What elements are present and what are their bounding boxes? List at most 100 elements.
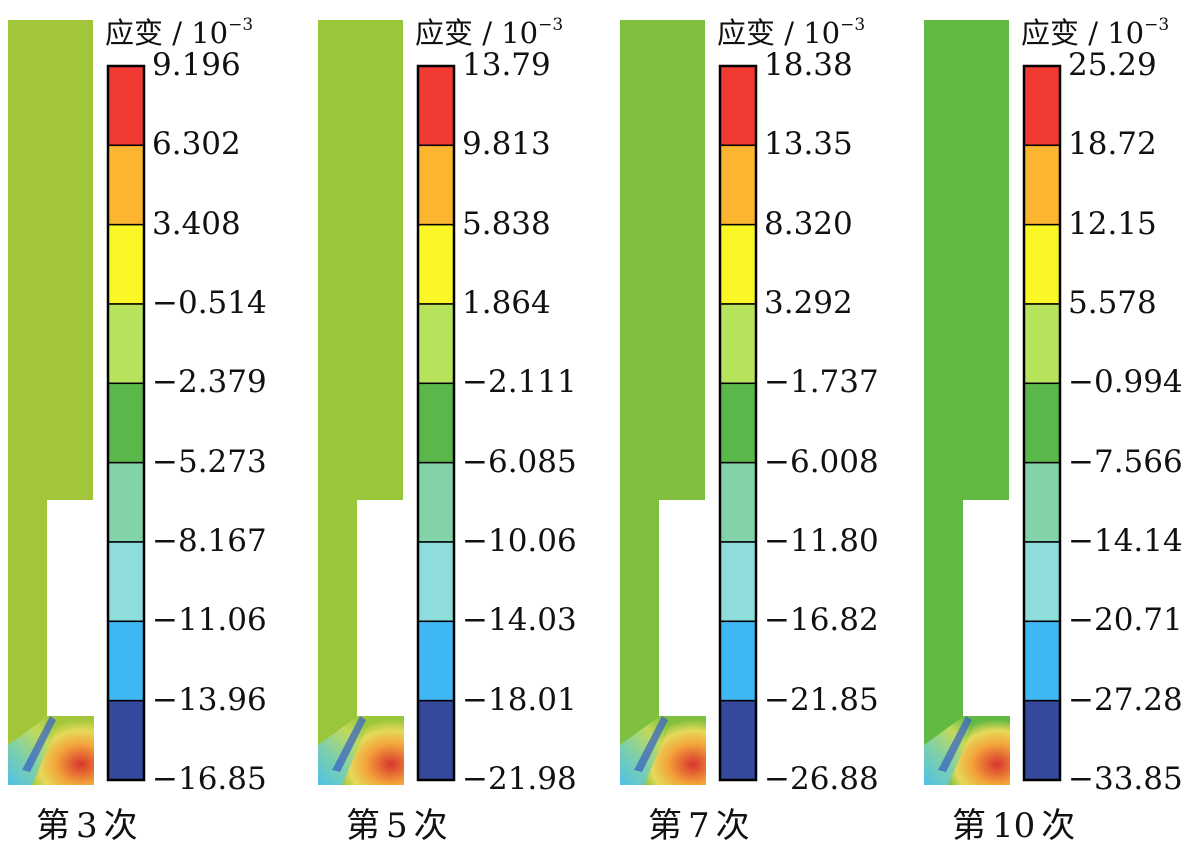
colorbar-tick-label: −33.85: [1068, 761, 1183, 797]
caption-pre: 第: [346, 806, 380, 846]
colorbar-tick-label: 6.302: [152, 126, 241, 163]
specimen-body: [8, 20, 94, 785]
colorbar-tick-label: 9.813: [462, 126, 551, 163]
unit-text: 应变 / 10: [415, 16, 539, 50]
caption-post: 次: [103, 806, 138, 846]
unit-text: 应变 / 10: [105, 16, 229, 50]
colorbar-band: [417, 303, 455, 385]
contour-plot: [318, 20, 456, 785]
colorbar-band: [107, 144, 145, 226]
colorbar-tick-label: −5.273: [152, 443, 267, 480]
colorbar-band: [1023, 541, 1061, 623]
unit-text: 应变 / 10: [1021, 16, 1145, 50]
colorbar-band: [107, 461, 145, 543]
colorbar-tick-label: −11.06: [152, 602, 267, 639]
colorbar-tick-label: 3.408: [152, 205, 241, 242]
contour-panel: 应变 / 10−3 18.38 13.35 8.320 3.292 −1.737 −6.00…: [612, 0, 912, 846]
contour-plot: [924, 20, 1062, 785]
colorbar-band: [1023, 461, 1061, 543]
colorbar-band: [417, 223, 455, 305]
colorbar-frame: [416, 64, 456, 782]
colorbar-band: [107, 620, 145, 702]
colorbar-band: [417, 461, 455, 543]
colorbar-band: [417, 620, 455, 702]
caption-pre: 第: [36, 806, 70, 846]
colorbar-band: [719, 382, 757, 464]
min-strain-streak: [634, 716, 668, 772]
contour-panel: 应变 / 10−3 13.79 9.813 5.838 1.864 −2.111 −6.08…: [310, 0, 610, 846]
colorbar-band: [1023, 144, 1061, 226]
colorbar-tick-label: −10.06: [462, 523, 577, 559]
colorbar-tick-label: 12.15: [1068, 205, 1157, 242]
caption-pre: 第: [648, 806, 682, 846]
colorbar-tick-label: −14.14: [1068, 523, 1183, 559]
colorbar-tick-label: −13.96: [152, 681, 267, 718]
colorbar-frame: [1022, 64, 1062, 782]
colorbar-band: [719, 620, 757, 702]
colorbar-band: [1023, 382, 1061, 464]
contour-plot: [620, 20, 758, 785]
colorbar-band: [417, 382, 455, 464]
colorbar-unit-label: 应变 / 10−3: [717, 10, 865, 52]
colorbar-tick-label: −16.82: [764, 602, 879, 639]
colorbar-tick-label: 13.35: [764, 126, 853, 163]
caption-post: 次: [1041, 806, 1076, 846]
panel-caption: 第 10 次: [952, 798, 1075, 847]
colorbar-band: [719, 461, 757, 543]
colorbar-tick-label: −11.80: [764, 523, 879, 559]
colorbar-band: [107, 699, 145, 781]
caption-pre: 第: [952, 806, 986, 846]
colorbar-band: [719, 223, 757, 305]
colorbar-tick-label: 3.292: [764, 285, 853, 321]
colorbar-band: [719, 303, 757, 385]
colorbar-band: [417, 541, 455, 623]
colorbar-tick-label: 25.29: [1068, 47, 1157, 83]
colorbar-tick-label: −6.008: [764, 443, 879, 480]
contour-panel: 应变 / 10−3 25.29 18.72 12.15 5.578 −0.994 −7.56…: [916, 0, 1200, 846]
colorbar-band: [417, 144, 455, 226]
colorbar-band: [417, 699, 455, 781]
specimen-body: [620, 20, 706, 785]
min-strain-streak: [938, 716, 972, 772]
caption-num: 10: [992, 806, 1036, 846]
colorbar-tick-label: 9.196: [152, 47, 241, 83]
colorbar-tick-label: 1.864: [462, 285, 551, 321]
colorbar-band: [1023, 65, 1061, 147]
colorbar-tick-label: −26.88: [764, 761, 879, 797]
colorbar-band: [1023, 620, 1061, 702]
colorbar-band: [719, 699, 757, 781]
unit-exponent: −3: [840, 15, 866, 35]
colorbar-band: [107, 382, 145, 464]
colorbar-tick-label: −20.71: [1068, 602, 1183, 639]
colorbar-tick-label: −27.28: [1068, 681, 1183, 718]
min-strain-streak: [332, 716, 366, 772]
caption-num: 5: [386, 806, 408, 846]
colorbar-tick-label: −0.994: [1068, 364, 1183, 401]
colorbar-unit-label: 应变 / 10−3: [415, 10, 563, 52]
colorbar-tick-label: 5.578: [1068, 285, 1157, 321]
min-strain-streak: [22, 716, 56, 772]
colorbar-band: [107, 303, 145, 385]
contour-panel: 应变 / 10−3 9.196 6.302 3.408 −0.514 −2.379 −5.2…: [0, 0, 300, 846]
colorbar-tick-label: −8.167: [152, 523, 267, 559]
colorbar-band: [107, 541, 145, 623]
colorbar-band: [719, 144, 757, 226]
colorbar-tick-label: −2.111: [462, 364, 577, 401]
colorbar-frame: [106, 64, 146, 782]
colorbar-tick-label: −16.85: [152, 761, 267, 797]
colorbar-band: [1023, 699, 1061, 781]
contour-plot: [8, 20, 146, 785]
colorbar-tick-label: −2.379: [152, 364, 267, 401]
colorbar-tick-label: −21.85: [764, 681, 879, 718]
colorbar-band: [417, 65, 455, 147]
colorbar-tick-label: −7.566: [1068, 443, 1183, 480]
specimen-body: [318, 20, 404, 785]
colorbar-tick-label: −6.085: [462, 443, 577, 480]
unit-exponent: −3: [538, 15, 564, 35]
colorbar-tick-label: −14.03: [462, 602, 577, 639]
colorbar-tick-label: 5.838: [462, 205, 551, 242]
colorbar-tick-label: −0.514: [152, 285, 267, 321]
colorbar-band: [719, 65, 757, 147]
